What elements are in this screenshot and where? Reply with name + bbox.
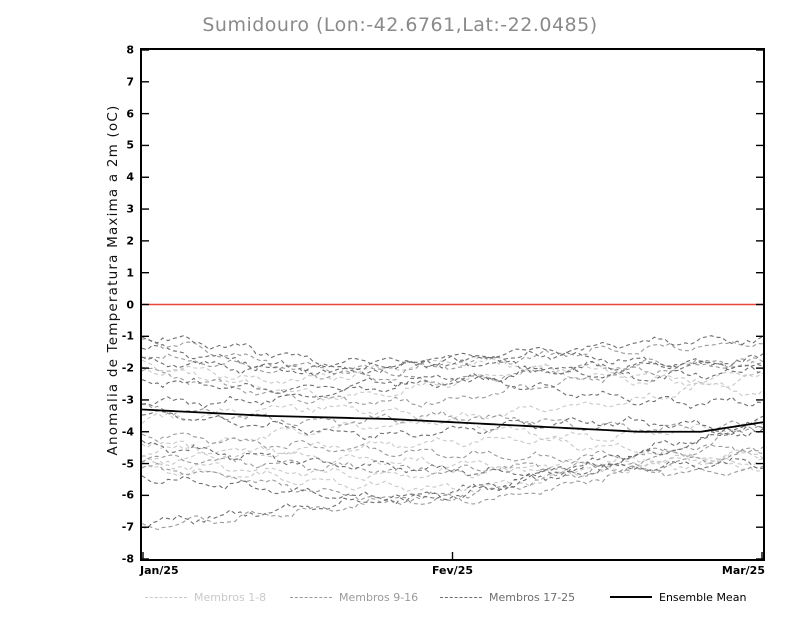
- legend-swatch: [610, 596, 652, 598]
- legend-item[interactable]: Membros 9-16: [290, 588, 418, 606]
- series-line: [142, 360, 763, 409]
- series-line: [142, 354, 763, 382]
- axis-tick-marks: [142, 50, 763, 559]
- series-line: [142, 450, 763, 481]
- legend-item[interactable]: Ensemble Mean: [610, 588, 746, 606]
- series-line: [142, 374, 763, 409]
- chart-legend: Membros 1-8 Membros 9-16 Membros 17-25 Ense…: [140, 588, 765, 608]
- series-line: [142, 440, 763, 476]
- y-tick-label: -8: [121, 552, 134, 566]
- plot-area: [140, 48, 765, 561]
- series-line: [142, 428, 763, 531]
- legend-label: Membros 1-8: [194, 590, 267, 604]
- series-line: [142, 449, 763, 493]
- series-line: [142, 357, 763, 386]
- x-tick-label: Fev/25: [431, 564, 474, 577]
- series-line: [142, 335, 763, 370]
- series-line: [142, 410, 763, 441]
- x-tick-label: Mar/25: [721, 564, 765, 577]
- legend-item[interactable]: Membros 17-25: [440, 588, 575, 606]
- series-line: [142, 403, 763, 434]
- chart-title: Sumidouro (Lon:-42.6761,Lat:-22.0485): [202, 14, 598, 36]
- series-line: [142, 428, 763, 506]
- series-line: [142, 357, 763, 408]
- series-line: [142, 353, 763, 387]
- legend-item[interactable]: Membros 1-8: [145, 588, 266, 606]
- series-line: [142, 447, 763, 505]
- legend-swatch: [290, 596, 332, 598]
- legend-swatch: [145, 596, 187, 598]
- series-line: [142, 415, 763, 529]
- legend-label: Ensemble Mean: [659, 590, 747, 604]
- legend-swatch: [440, 596, 482, 598]
- series-line: [142, 343, 763, 376]
- series-line: [142, 432, 763, 464]
- series-line: [142, 403, 763, 443]
- series-line: [142, 454, 763, 477]
- series-line: [142, 436, 763, 472]
- series-line: [142, 337, 763, 377]
- y-axis-label: Anomalia de Temperatura Maxima a 2m (oC): [105, 104, 121, 456]
- legend-label: Membros 17-25: [489, 590, 576, 604]
- series-line: [142, 408, 763, 433]
- series-lines: [142, 335, 763, 531]
- x-tick-label: Jan/25: [140, 564, 179, 577]
- plot-svg: [142, 50, 763, 559]
- legend-label: Membros 9-16: [339, 590, 419, 604]
- series-line: [142, 364, 763, 401]
